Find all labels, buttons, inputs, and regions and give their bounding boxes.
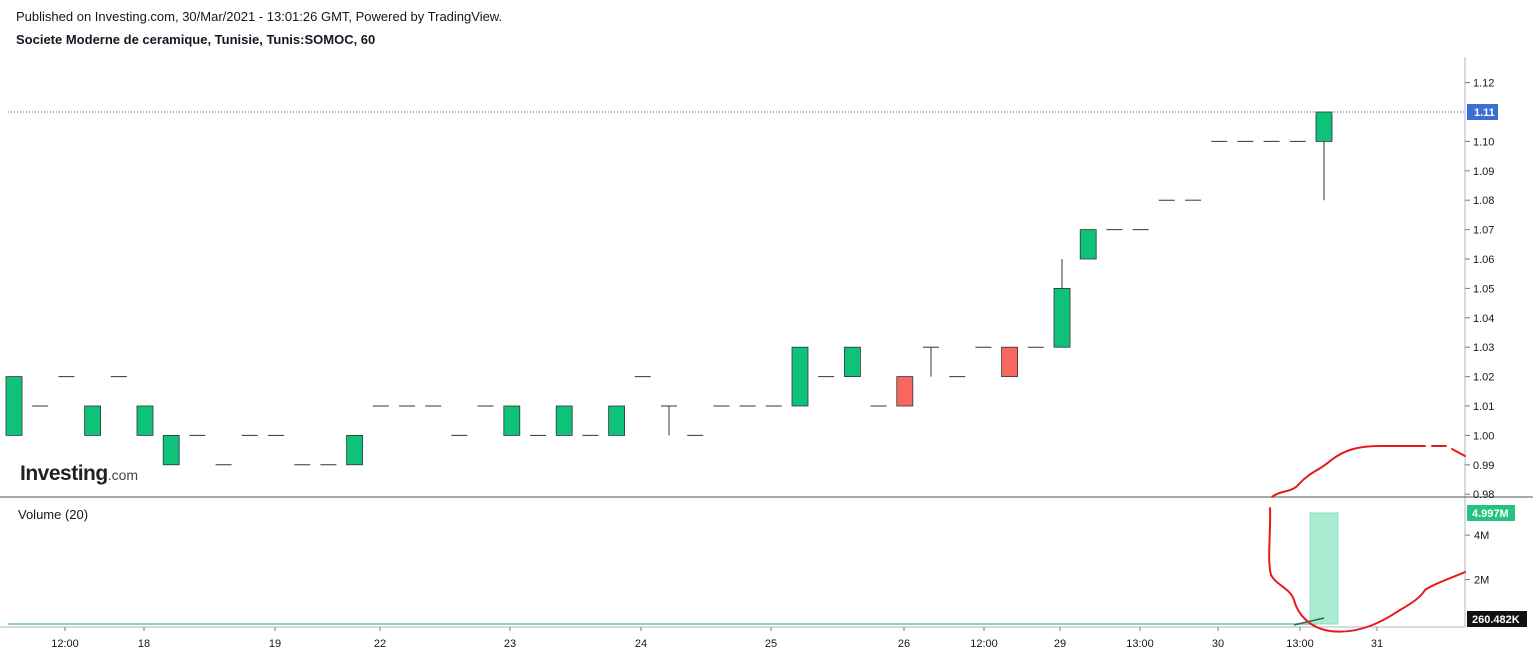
price-axis: 1.12 1.10 1.09 1.08 1.07 1.06 1.05 1.04 1.03 1.02… [1465,78,1498,501]
price-tick-label: 1.06 [1473,254,1494,266]
last-price-badge-label: 1.11 [1474,107,1495,119]
candle-up [84,405,101,436]
volume-axis: 4M 2M 4.997M 260.482K [1465,505,1527,627]
price-tick-label: 1.10 [1473,136,1494,148]
hand-drawn-annotation [1268,445,1466,633]
candle-up [136,405,154,436]
price-tick-label: 1.07 [1473,225,1494,237]
candle-up [555,405,573,436]
logo-brand: Investing [20,462,108,485]
time-tick-label: 29 [1054,638,1066,650]
price-tick-label: 0.99 [1473,460,1494,472]
volume-average-badge-label: 260.482K [1472,614,1520,626]
time-tick-label: 22 [374,638,386,650]
annotation-stroke [1271,445,1426,498]
volume-panel-label: Volume (20) [18,507,89,522]
logo-domain: .com [107,467,139,483]
time-tick-label: 26 [898,638,910,650]
candle-down [1001,346,1018,378]
volume-last-badge-label: 4.997M [1472,508,1509,520]
published-info: Published on Investing.com, 30/Mar/2021 … [16,9,503,24]
price-tick-label: 1.09 [1473,166,1494,178]
price-tick-label: 1.03 [1473,342,1494,354]
candles-layer [5,111,1333,466]
price-tick-label: 1.04 [1473,313,1494,325]
volume-layer [8,512,1339,626]
candle-up [1315,111,1333,142]
price-tick-label: 1.00 [1473,430,1494,442]
candle-down [896,376,914,407]
time-tick-label: 12:00 [51,638,79,650]
candle-up [1079,229,1097,260]
chart-frame [0,57,1533,628]
time-tick-label: 25 [765,638,777,650]
annotation-stroke [1268,507,1466,633]
investing-logo: Investing.com [20,462,138,486]
time-axis: 12:00 18 19 22 23 24 25 26 12:00 29 13:00 30 13:00 31 [51,627,1383,650]
time-tick-label: 19 [269,638,281,650]
candle-up [844,346,861,378]
volume-last-badge [1467,505,1515,521]
candle-up [791,346,809,407]
annotation-stroke [1451,448,1466,457]
price-tick-label: 1.08 [1473,195,1494,207]
candle-up [1053,287,1071,348]
price-tick-label: 1.12 [1473,78,1494,90]
time-tick-label: 18 [138,638,150,650]
candle-up [5,376,23,436]
time-tick-label: 31 [1371,638,1383,650]
time-tick-label: 13:00 [1286,638,1314,650]
price-tick-label: 0.98 [1473,489,1494,501]
last-price-badge [1467,104,1498,120]
price-tick-label: 1.05 [1473,283,1494,295]
symbol-title: Societe Moderne de ceramique, Tunisie, T… [16,32,376,47]
time-tick-label: 30 [1212,638,1224,650]
volume-average-badge [1467,611,1527,627]
candle-up [346,434,364,466]
candle-up [608,405,625,436]
price-tick-label: 1.01 [1473,401,1494,413]
time-tick-label: 24 [635,638,647,650]
volume-bar-last [1309,512,1339,625]
candle-up [162,434,180,466]
time-tick-label: 12:00 [970,638,998,650]
volume-tick-label: 2M [1474,575,1489,587]
price-tick-label: 1.02 [1473,372,1494,384]
candle-up [503,405,521,436]
time-tick-label: 23 [504,638,516,650]
time-tick-label: 13:00 [1126,638,1154,650]
volume-tick-label: 4M [1474,530,1489,542]
